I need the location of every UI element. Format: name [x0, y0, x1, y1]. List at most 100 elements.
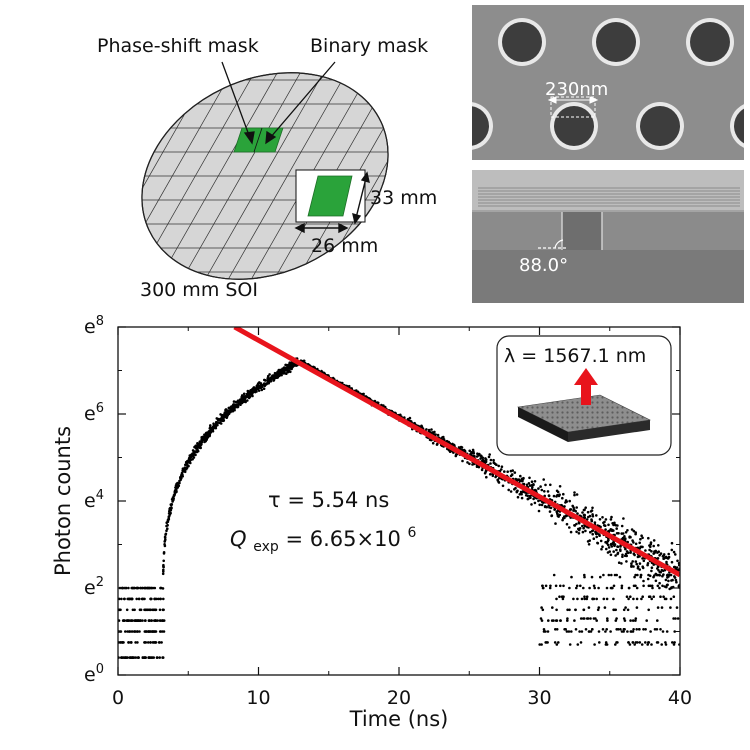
data-point — [232, 403, 235, 406]
data-point — [273, 371, 277, 375]
data-point — [587, 630, 591, 633]
data-point — [489, 462, 492, 465]
data-point — [565, 500, 568, 503]
data-point — [239, 400, 242, 404]
data-point — [555, 643, 559, 646]
data-point — [500, 465, 504, 469]
data-point — [587, 606, 591, 609]
data-point — [141, 656, 145, 659]
data-point — [133, 619, 137, 622]
data-point — [462, 449, 466, 452]
data-point — [528, 476, 531, 480]
data-point — [267, 381, 271, 385]
data-point — [150, 619, 153, 622]
data-point — [597, 606, 601, 609]
data-point — [133, 630, 136, 633]
sem-top-view: 230nm — [472, 5, 744, 160]
data-point — [517, 478, 521, 481]
data-point — [650, 550, 653, 553]
data-point — [530, 480, 534, 484]
data-point — [130, 619, 133, 622]
data-point — [621, 536, 625, 540]
data-point — [542, 478, 545, 481]
data-point — [556, 493, 559, 497]
data-point — [598, 518, 602, 521]
data-point — [634, 560, 638, 563]
data-point — [624, 552, 628, 556]
data-point — [576, 597, 579, 601]
data-point — [673, 565, 677, 569]
data-point — [182, 467, 186, 471]
data-point — [587, 543, 591, 546]
data-point — [638, 568, 641, 571]
q-annotation: Q exp = 6.65×10 6 — [230, 525, 417, 556]
data-point — [452, 443, 456, 447]
data-point — [591, 628, 594, 631]
data-point — [151, 586, 155, 590]
data-point — [200, 440, 204, 444]
data-point — [137, 597, 141, 601]
data-point — [258, 381, 261, 384]
data-point — [626, 551, 630, 555]
data-point — [546, 490, 550, 493]
data-point — [204, 438, 208, 441]
hole-spacing-label: 230nm — [545, 79, 608, 100]
data-point — [534, 489, 538, 492]
data-point — [585, 597, 589, 601]
data-point — [145, 586, 149, 590]
data-point — [557, 641, 560, 644]
data-point — [672, 617, 675, 620]
data-point — [428, 438, 432, 442]
data-point — [539, 485, 542, 488]
data-point — [593, 521, 597, 524]
data-point — [577, 521, 581, 525]
data-point — [163, 544, 167, 548]
data-point — [151, 608, 154, 612]
data-point — [628, 535, 631, 539]
data-point — [347, 384, 351, 388]
emission-arrow-icon — [574, 368, 598, 405]
data-point — [178, 481, 181, 485]
data-point — [218, 421, 222, 424]
data-point — [246, 391, 250, 395]
data-point — [610, 515, 613, 519]
data-point — [457, 446, 461, 449]
data-point — [194, 446, 198, 450]
data-point — [658, 586, 661, 590]
width-label: 26 mm — [311, 235, 378, 257]
data-point — [605, 628, 608, 631]
data-point — [604, 630, 607, 633]
data-point — [615, 527, 618, 530]
data-point — [227, 406, 231, 410]
data-point — [661, 554, 665, 558]
data-point — [150, 597, 153, 601]
data-point — [547, 494, 551, 498]
data-point — [562, 584, 565, 588]
data-point — [642, 579, 645, 583]
data-point — [194, 450, 198, 453]
data-point — [670, 548, 674, 552]
data-point — [579, 617, 583, 620]
data-point — [558, 493, 561, 497]
data-point — [163, 540, 167, 543]
data-point — [555, 608, 558, 612]
data-point — [674, 553, 677, 556]
data-point — [673, 641, 676, 644]
data-point — [637, 628, 641, 631]
data-point — [661, 630, 665, 633]
data-point — [137, 656, 140, 659]
data-point — [629, 595, 632, 598]
data-point — [166, 523, 169, 527]
data-point — [641, 566, 645, 570]
data-point — [619, 628, 622, 631]
data-point — [601, 545, 604, 548]
data-point — [650, 569, 653, 573]
data-point — [286, 367, 289, 371]
data-point — [588, 586, 591, 590]
data-point — [634, 584, 637, 588]
data-point — [574, 628, 578, 631]
sidewall-angle-label: 88.0° — [519, 255, 568, 276]
data-point — [656, 619, 659, 622]
data-point — [204, 431, 208, 435]
